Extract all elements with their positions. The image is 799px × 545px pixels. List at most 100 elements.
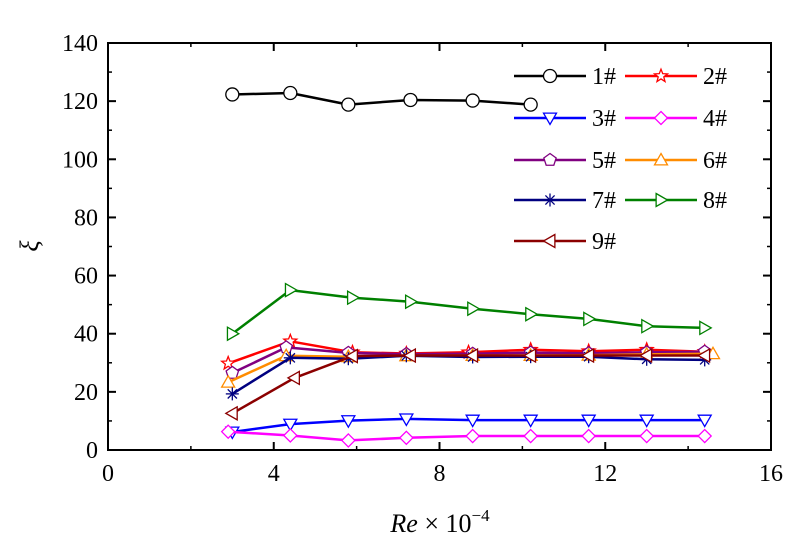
y-tick-label: 80: [74, 205, 98, 231]
x-tick-label: 12: [593, 461, 617, 487]
data-point-4: [523, 428, 539, 444]
y-tick-label: 0: [86, 438, 98, 464]
x-axis-title: Re × 10−4: [389, 506, 490, 538]
legend-marker-1: [542, 68, 558, 84]
data-point-8: [699, 320, 713, 336]
legend-backdrop: [701, 180, 739, 208]
data-point-1: [523, 97, 538, 112]
series-4: [220, 424, 713, 448]
data-point-2: [219, 354, 237, 371]
series-line-9: [231, 354, 705, 415]
legend-backdrop: [590, 221, 628, 249]
x-tick-label: 0: [102, 461, 114, 487]
legend-backdrop: [590, 140, 628, 168]
data-point-1: [283, 85, 298, 101]
legend-marker-9: [542, 233, 556, 249]
legend-backdrop: [590, 56, 628, 84]
legend-label-9: 9#: [592, 229, 616, 255]
data-point-4: [398, 430, 414, 446]
data-point-8: [226, 326, 241, 342]
y-tick-label: 60: [74, 264, 98, 290]
data-point-4: [465, 428, 481, 444]
data-point-1: [341, 97, 356, 112]
legend-marker-8: [655, 192, 669, 208]
plot-frame: [107, 42, 772, 451]
series-3: [224, 413, 713, 440]
data-point-4: [581, 428, 597, 444]
data-point-4: [220, 424, 236, 440]
legend-backdrop: [701, 98, 739, 126]
data-point-9: [286, 370, 300, 386]
legend-marker-2: [652, 67, 670, 83]
data-point-8: [467, 301, 481, 317]
series-line-1: [232, 91, 531, 106]
data-point-9: [638, 347, 653, 364]
data-point-9: [224, 405, 238, 421]
y-tick-label: 20: [74, 380, 98, 406]
legend-backdrop: [701, 56, 739, 84]
legend-label-7: 7#: [592, 188, 616, 214]
legend: 1# 2# 3# 4# 5# 6# 7# 8# 9#: [514, 56, 739, 255]
y-tick-label: 120: [62, 89, 98, 115]
data-point-9: [344, 348, 359, 364]
legend-label-6: 6#: [703, 148, 727, 174]
data-point-8: [641, 318, 655, 334]
data-point-1: [225, 87, 240, 102]
legend-marker-6: [653, 152, 669, 166]
series-9: [224, 347, 711, 421]
legend-label-8: 8#: [703, 188, 727, 214]
data-point-8: [525, 306, 539, 322]
legend-marker-4: [653, 110, 669, 126]
data-point-8: [583, 311, 597, 327]
data-point-3: [581, 414, 597, 428]
data-point-7: [283, 351, 297, 365]
y-axis-title: ξ: [15, 240, 44, 252]
legend-backdrop: [590, 98, 628, 126]
data-point-3: [465, 414, 481, 428]
legend-label-3: 3#: [592, 106, 616, 132]
legend-marker-7: [543, 193, 557, 207]
legend-marker-5: [543, 152, 557, 166]
legend-backdrop: [701, 140, 739, 168]
data-point-4: [639, 428, 655, 444]
data-point-8: [284, 282, 299, 298]
data-point-3: [697, 414, 713, 428]
data-point-9: [696, 347, 711, 364]
legend-marker-3: [542, 112, 558, 126]
data-point-7: [225, 387, 239, 401]
data-point-9: [402, 347, 417, 364]
data-point-6: [220, 374, 236, 388]
data-point-9: [580, 347, 595, 364]
data-point-3: [340, 415, 356, 429]
legend-label-1: 1#: [592, 64, 616, 90]
legend-label-2: 2#: [703, 64, 727, 90]
x-tick-label: 16: [759, 461, 783, 487]
data-point-8: [404, 294, 419, 310]
x-tick-label: 8: [434, 461, 446, 487]
series-1: [225, 85, 538, 112]
y-tick-label: 140: [62, 31, 98, 57]
data-point-1: [465, 93, 480, 108]
data-point-3: [523, 414, 539, 428]
data-point-9: [522, 347, 537, 364]
data-point-8: [346, 290, 361, 306]
axes: 0 4 8 12 16 0 20 40 60 80 100 120 140: [62, 31, 783, 487]
series-line-3: [232, 417, 705, 434]
data-point-9: [464, 347, 479, 364]
data-point-3: [398, 413, 414, 427]
x-tick-label: 4: [268, 461, 280, 487]
data-point-4: [340, 432, 356, 448]
data-point-5: [225, 365, 240, 379]
plot-area: [219, 85, 721, 448]
legend-label-4: 4#: [703, 106, 727, 132]
data-point-4: [697, 428, 713, 444]
series-8: [226, 282, 713, 342]
y-tick-label: 40: [74, 322, 98, 348]
data-point-3: [639, 414, 655, 428]
legend-backdrop: [590, 180, 628, 208]
y-tick-label: 100: [62, 147, 98, 173]
legend-label-5: 5#: [592, 148, 616, 174]
data-point-1: [403, 92, 418, 108]
data-point-4: [282, 428, 298, 443]
